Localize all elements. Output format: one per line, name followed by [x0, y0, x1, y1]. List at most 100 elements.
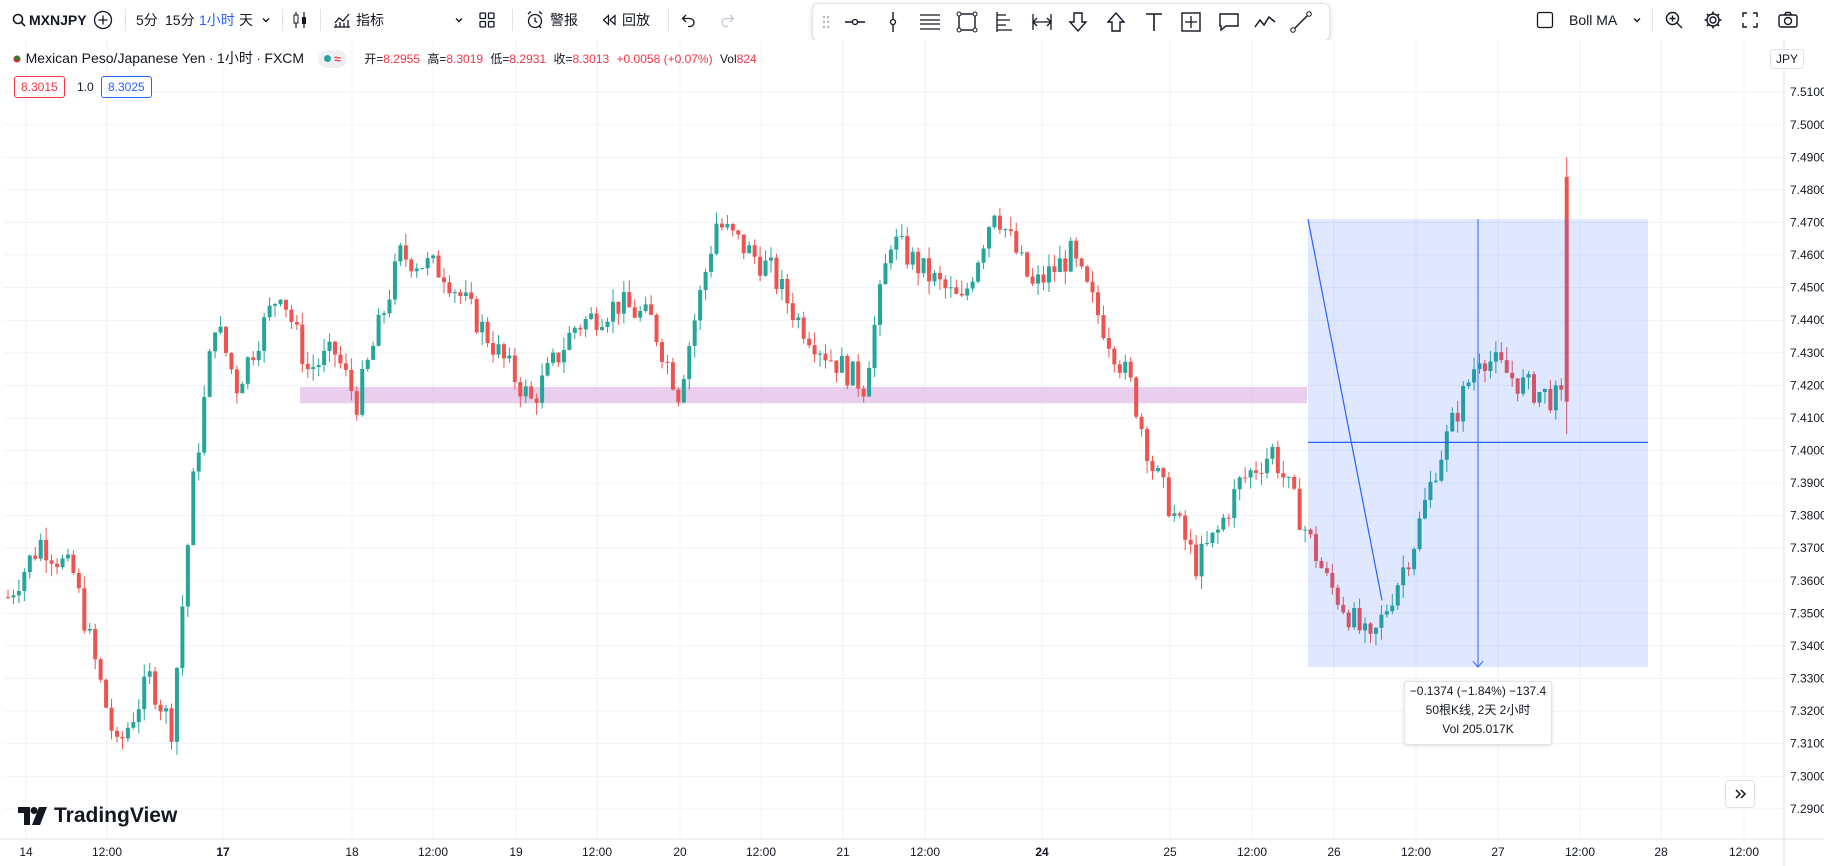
- interval-label: 5分: [136, 12, 158, 28]
- candle-down: [1090, 281, 1095, 293]
- candle-down: [1515, 378, 1520, 394]
- candle-down: [485, 321, 490, 344]
- indicators-dropdown[interactable]: [453, 0, 465, 40]
- alert-button[interactable]: 警报: [524, 0, 578, 40]
- parallel-channel-icon[interactable]: [918, 10, 942, 34]
- support-zone: [300, 386, 1307, 404]
- candle-down: [115, 730, 119, 737]
- bid-badge[interactable]: 8.3015: [14, 76, 65, 98]
- candle-down: [845, 355, 850, 386]
- interval-15m[interactable]: 15分: [165, 0, 195, 40]
- candle-down: [44, 539, 49, 561]
- candle-up: [360, 368, 365, 415]
- measure-bars: 50根K线, 2天 2小时: [1425, 703, 1531, 717]
- search-zoom-icon: [1665, 11, 1683, 29]
- candle-up: [1286, 476, 1291, 478]
- snapshot-button[interactable]: [1777, 0, 1799, 40]
- candle-up: [218, 326, 223, 333]
- time-tick-label: 12:00: [418, 845, 448, 859]
- legend-sep: ·: [209, 51, 214, 66]
- candle-up: [65, 554, 70, 559]
- candle-up: [1477, 363, 1482, 370]
- bid-value: 8.3015: [21, 80, 58, 94]
- chart-type-button[interactable]: [290, 0, 310, 40]
- candle-up: [692, 320, 697, 347]
- candle-down: [1134, 377, 1139, 417]
- price-tick-label: 7.2900: [1790, 802, 1824, 816]
- time-tick-label: 12:00: [1401, 845, 1431, 859]
- ask-badge[interactable]: 8.3025: [101, 76, 152, 98]
- compare-button[interactable]: [93, 0, 113, 40]
- currency-select[interactable]: JPY: [1770, 49, 1805, 69]
- redo-button[interactable]: [718, 0, 736, 40]
- tradingview-logo[interactable]: TradingView: [18, 804, 177, 828]
- vertical-line-icon[interactable]: [881, 10, 905, 34]
- arrow-up-icon[interactable]: [1104, 10, 1128, 34]
- undo-button[interactable]: [680, 0, 698, 40]
- candle-down: [300, 324, 305, 364]
- candle-down: [534, 398, 539, 403]
- fullscreen-button[interactable]: [1741, 0, 1759, 40]
- interval-dropdown[interactable]: [260, 0, 272, 40]
- candle-up: [523, 386, 528, 397]
- fib-retracement-icon[interactable]: [993, 10, 1017, 34]
- horizontal-ray-icon[interactable]: [843, 10, 867, 34]
- date-range-icon[interactable]: [1030, 10, 1054, 34]
- interval-5m[interactable]: 5分: [136, 0, 158, 40]
- candle-down: [823, 353, 828, 361]
- interval-label: 1小时: [199, 12, 235, 28]
- candle-up: [818, 353, 823, 355]
- square-icon: [1536, 11, 1554, 29]
- settings-button[interactable]: [1703, 0, 1723, 40]
- candle-up: [709, 253, 714, 272]
- candle-up: [207, 351, 212, 397]
- text-tool-icon[interactable]: [1142, 10, 1166, 34]
- toolbar-divider: [668, 9, 669, 31]
- candle-up: [796, 317, 801, 321]
- rectangle-icon[interactable]: [955, 10, 979, 34]
- time-tick-label: 21: [836, 845, 850, 859]
- candle-up: [621, 292, 626, 314]
- candles-icon: [293, 12, 306, 28]
- market-status[interactable]: ≈: [317, 50, 347, 68]
- candle-up: [463, 292, 468, 297]
- layout-select[interactable]: Boll MA: [1535, 0, 1643, 40]
- drag-handle-icon[interactable]: [821, 10, 831, 34]
- replay-button[interactable]: 回放: [600, 0, 650, 40]
- arrow-down-icon[interactable]: [1066, 10, 1090, 34]
- indicators-button[interactable]: 指标: [332, 0, 384, 40]
- symbol-search[interactable]: MXNJPY: [12, 0, 87, 40]
- comment-icon[interactable]: [1217, 10, 1241, 34]
- interval-1h[interactable]: 1小时: [199, 0, 235, 40]
- candle-down: [1030, 276, 1035, 284]
- candle-up: [376, 314, 381, 346]
- price-tick-label: 7.3600: [1790, 574, 1824, 588]
- scroll-to-realtime-button[interactable]: [1725, 780, 1755, 808]
- candle-down: [937, 273, 942, 280]
- candle-down: [812, 345, 817, 355]
- interval-1d[interactable]: 天: [239, 0, 253, 40]
- measure-icon[interactable]: [1179, 10, 1203, 34]
- candle-down: [1014, 231, 1019, 253]
- time-tick-label: 19: [509, 845, 523, 859]
- candle-up: [496, 344, 501, 355]
- pair-name: Mexican Peso/Japanese Yen: [25, 50, 206, 66]
- candle-down: [1226, 517, 1231, 519]
- candle-down: [1145, 429, 1150, 462]
- time-tick-label: 20: [673, 845, 687, 859]
- candle-down: [447, 282, 452, 294]
- redo-icon: [721, 14, 735, 28]
- trend-line-icon[interactable]: [1289, 10, 1313, 34]
- time-tick-label: 26: [1327, 845, 1341, 859]
- grid-icon: [479, 12, 495, 28]
- candle-up: [414, 268, 419, 272]
- candle-up: [1526, 374, 1531, 378]
- candle-up: [1237, 477, 1242, 490]
- candle-up: [769, 257, 773, 261]
- chart-legend: Mexican Peso/Japanese Yen · 1小时 · FXCM ≈…: [12, 48, 757, 68]
- candle-up: [567, 332, 572, 350]
- quick-search-button[interactable]: [1664, 0, 1684, 40]
- path-icon[interactable]: [1253, 10, 1277, 34]
- time-tick-label: 12:00: [1729, 845, 1759, 859]
- layouts-button[interactable]: [478, 0, 496, 40]
